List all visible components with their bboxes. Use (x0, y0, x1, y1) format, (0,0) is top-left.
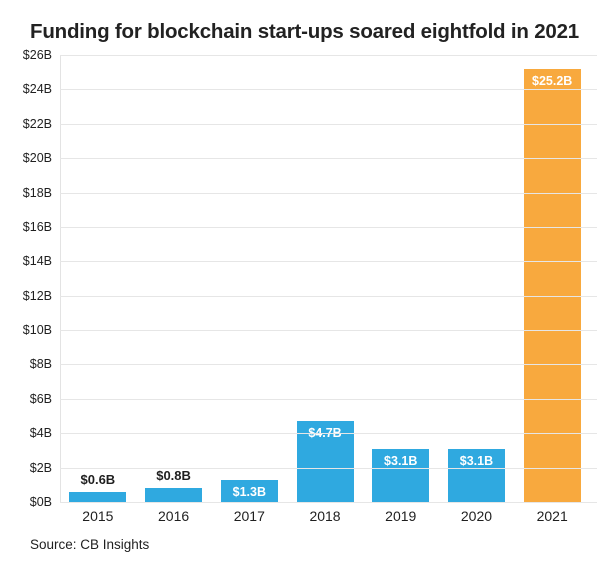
y-tick-label: $22B (22, 116, 52, 131)
y-tick-label: $4B (29, 426, 52, 441)
bar-2015: $0.6B (69, 472, 127, 502)
gridline-12b (60, 295, 597, 297)
y-tick-label: $24B (22, 82, 52, 97)
bar-column-2019: $3.1B (363, 55, 439, 502)
gridline-24b (60, 89, 597, 91)
chart-title: Funding for blockchain start-ups soared … (30, 19, 579, 43)
bar-value-label-2018: $4.7B (308, 426, 342, 441)
x-tick-label-2015: 2015 (82, 508, 114, 524)
x-tick-label-2017: 2017 (233, 508, 265, 524)
gridline-8b (60, 364, 597, 366)
gridline-18b (60, 192, 597, 194)
y-tick-label: $16B (22, 219, 52, 234)
y-tick-label: $2B (29, 460, 52, 475)
bar-2019: $3.1B (372, 448, 430, 502)
x-tick-label-2019: 2019 (385, 508, 417, 524)
x-tick-label-2020: 2020 (460, 508, 493, 524)
bar-value-label-2017: $1.3B (232, 484, 266, 499)
gridline-0b (60, 502, 597, 503)
y-axis-labels: $0B $2B $4B $6B $8B $10B $12B $14B $16B $18B $20B $… (0, 48, 52, 509)
bar-value-label-2021: $25.2B (532, 73, 573, 88)
bar-value-label-2015: $0.6B (80, 471, 116, 487)
gridline-26b (60, 55, 597, 56)
x-tick-label-2021: 2021 (536, 508, 568, 524)
x-tick-label-2016: 2016 (158, 508, 190, 524)
y-tick-label: $8B (29, 357, 52, 372)
bar-value-label-2020: $3.1B (459, 453, 494, 468)
gridline-4b (60, 433, 597, 435)
y-tick-label: $18B (22, 185, 52, 200)
bar-column-2016: $0.8B (136, 55, 212, 502)
gridline-6b (60, 398, 597, 400)
bar-column-2018: $4.7B (287, 55, 363, 502)
bar-column-2017: $1.3B (211, 55, 287, 502)
y-tick-label: $14B (22, 254, 52, 269)
bar-value-label-2019: $3.1B (384, 453, 418, 468)
y-tick-label: $20B (22, 151, 52, 166)
bars-container: $0.6B $0.8B $1.3B $4.7B $3.1B $3.1B $25.2B (60, 55, 590, 502)
x-axis-labels: 2015 2016 2017 2018 2019 2020 2021 (60, 508, 590, 524)
bar-value-label-2016: $0.8B (156, 468, 191, 484)
gridline-16b (60, 226, 597, 228)
source-note: Source: CB Insights (30, 537, 150, 552)
y-tick-label: $12B (22, 288, 52, 303)
bar-column-2021: $25.2B (514, 55, 590, 502)
gridline-20b (60, 158, 597, 160)
plot-area: $0.6B $0.8B $1.3B $4.7B $3.1B $3.1B $25.2B (60, 55, 597, 503)
bar-2017: $1.3B (220, 479, 278, 502)
gridline-10b (60, 330, 597, 332)
gridline-2b (60, 467, 597, 469)
y-tick-label: $10B (22, 323, 52, 338)
bar-column-2015: $0.6B (60, 55, 136, 502)
gridline-14b (60, 261, 597, 263)
bar-2018: $4.7B (296, 421, 354, 502)
y-tick-label: $0B (29, 495, 52, 509)
x-tick-label-2018: 2018 (309, 508, 341, 524)
y-tick-label: $6B (29, 391, 52, 406)
bar-column-2020: $3.1B (439, 55, 515, 502)
bar-2020: $3.1B (447, 448, 505, 502)
bar-2021: $25.2B (523, 68, 581, 502)
bar-2016: $0.8B (145, 468, 203, 502)
y-tick-label: $26B (22, 48, 52, 62)
gridline-22b (60, 123, 597, 125)
y-axis-line (60, 55, 61, 502)
